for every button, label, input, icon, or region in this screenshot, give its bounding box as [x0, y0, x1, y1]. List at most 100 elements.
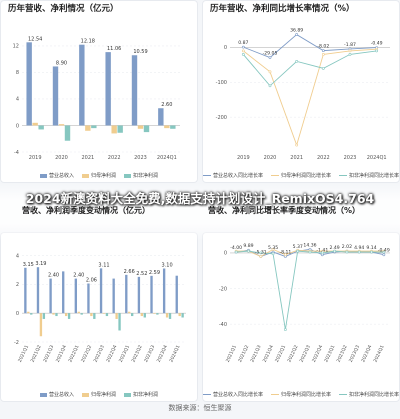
bar — [164, 125, 170, 129]
x-tick-label: 2024Q1 — [168, 344, 181, 363]
bar — [52, 66, 59, 126]
x-tick-label: 2023Q3 — [143, 344, 156, 363]
y-tick-label: -4 — [14, 150, 19, 156]
y-tick-label: 4 — [16, 97, 19, 103]
y-tick-label: 4 — [16, 253, 19, 259]
point — [308, 250, 312, 254]
bar — [118, 313, 121, 331]
x-tick-label: 2023Q4 — [360, 344, 373, 363]
bar — [74, 278, 77, 314]
point — [234, 250, 238, 254]
x-tick-label: 2023Q4 — [156, 344, 169, 363]
bar — [168, 313, 172, 319]
point — [268, 56, 272, 59]
banner-headline[interactable]: 2024新澳资料大全免费,数据支持计划设计_RemixOS4.764 — [25, 191, 375, 206]
bar — [105, 313, 109, 317]
x-tick-label: 2021Q1 — [17, 344, 30, 363]
legend-item[interactable]: 营业总收入同比增长率 — [202, 391, 263, 398]
data-label: 3.15 — [23, 262, 34, 268]
data-label: 0.87 — [238, 40, 248, 46]
bar — [38, 125, 44, 130]
x-tick-label: 2024Q1 — [157, 155, 177, 161]
legend-item[interactable]: 扣非净利润 — [124, 172, 158, 179]
legend-item[interactable]: 归母净利润 — [81, 172, 116, 179]
legend-quarterly-revenue: 营业总收入 归母净利润 扣非净利润 — [0, 391, 198, 398]
bar — [117, 125, 123, 133]
data-label: 12.54 — [28, 36, 42, 42]
x-tick-label: 2021 — [81, 155, 94, 161]
bar — [58, 124, 65, 126]
y-tick-label: 0 — [224, 45, 227, 51]
point — [348, 49, 352, 53]
data-label: 5.35 — [268, 245, 278, 251]
bar — [91, 125, 97, 129]
panel-annual-revenue: 历年营收、净利情况（亿元） 12 8 4 0 -4 12.54 8.90 12.18 11.06… — [0, 0, 198, 183]
legend-annual-growth: 营业总收入同比增长率 归母净利润同比增长率 扣非净利润同比增长率 — [202, 172, 400, 179]
x-tick-label: 2022Q2 — [80, 344, 93, 363]
x-tick-label: 2022Q1 — [67, 344, 80, 363]
bar — [55, 313, 58, 317]
point — [295, 143, 299, 147]
legend-item[interactable]: 扣非净利润 — [124, 391, 158, 398]
y-tick-label: -200 — [216, 115, 227, 121]
bar — [93, 313, 96, 319]
data-label: 3.10 — [162, 263, 173, 269]
bar — [137, 276, 141, 314]
data-label: -8.02 — [317, 44, 329, 50]
legend-item[interactable]: 归母净利润同比增长率 — [270, 172, 331, 179]
legend-item[interactable]: 营业总收入同比增长率 — [202, 172, 263, 179]
y-tick-label: -20 — [219, 286, 227, 292]
x-tick-label: 2022Q1 — [274, 344, 287, 363]
bar — [115, 313, 118, 319]
data-label: -1.41 — [316, 248, 328, 254]
legend-item[interactable]: 归母净利润 — [81, 391, 116, 398]
point — [321, 66, 325, 70]
x-tick-label: 2019 — [237, 155, 250, 161]
panel-quarterly-growth: 0 -20 -40 -4.00 9.89 -5.31 5.35 -8.11 5.37 14.36-… — [202, 232, 400, 402]
x-tick-label: 2023Q1 — [323, 344, 336, 363]
series-line — [236, 250, 384, 330]
legend-item[interactable]: 归母净利润同比增长率 — [270, 391, 331, 398]
legend-item[interactable]: 营业总收入 — [39, 391, 74, 398]
data-label: 2.02 — [342, 244, 352, 250]
legend-item[interactable]: 扣非净利润同比增长率 — [339, 391, 399, 398]
bar — [153, 313, 156, 314]
point — [295, 33, 299, 36]
y-tick-label: 0 — [16, 311, 19, 317]
x-tick-label: 2023Q2 — [131, 344, 144, 363]
point — [247, 249, 250, 253]
legend-item[interactable]: 扣非净利润同比增长率 — [339, 172, 399, 179]
bar — [26, 42, 32, 126]
chart-title-annual-revenue: 历年营收、净利情况（亿元） — [8, 4, 119, 14]
bar — [181, 313, 184, 318]
bar — [49, 278, 52, 314]
bar — [64, 125, 71, 141]
legend-annual-revenue: 营业总收入 归母净利润 扣非净利润 — [0, 172, 198, 179]
legend-item[interactable]: 营业总收入 — [39, 172, 74, 179]
data-label: 9.14 — [366, 245, 376, 251]
data-source: 数据来源：恒生聚源 — [168, 404, 232, 412]
y-tick-label: 0 — [224, 251, 227, 257]
data-label: 5.37 — [293, 244, 303, 250]
data-label: 11.06 — [107, 46, 121, 52]
bar — [178, 313, 181, 317]
panel-quarterly-revenue: 4 2 0 -2 3.15 3.19 2.40 2.40 2.06 3.11 2.66 2.52 2.5… — [0, 232, 198, 402]
data-label: 10.59 — [133, 49, 147, 55]
bar — [52, 313, 55, 315]
point — [268, 84, 272, 88]
data-label: 3.19 — [35, 261, 46, 267]
bar — [36, 267, 40, 314]
point — [320, 251, 324, 255]
legend-quarterly-growth: 营业总收入同比增长率 归母净利润同比增长率 扣非净利润同比增长率 — [202, 391, 400, 398]
bar — [32, 122, 38, 126]
bar — [24, 267, 27, 314]
data-label: -1.87 — [344, 42, 356, 48]
bar — [112, 278, 115, 314]
data-label: 2.59 — [149, 270, 160, 276]
x-tick-label: 2022Q4 — [311, 344, 324, 363]
point — [268, 70, 272, 74]
y-tick-label: 8 — [16, 70, 19, 76]
point — [296, 249, 300, 253]
data-label: 2.40 — [73, 273, 84, 279]
x-tick-label: 2022 — [317, 155, 330, 161]
